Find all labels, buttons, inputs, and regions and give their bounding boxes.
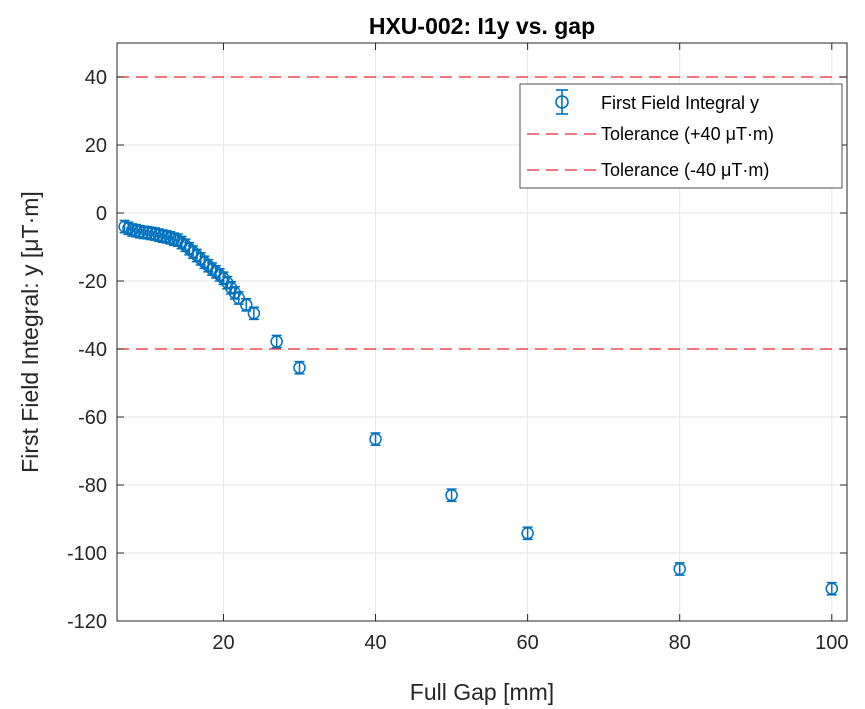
legend-item-series: First Field Integral y — [555, 89, 759, 115]
x-tick-label: 20 — [212, 632, 234, 654]
y-tick-label: -120 — [67, 611, 107, 633]
y-tick-label: 40 — [85, 67, 107, 89]
data-point — [445, 488, 458, 503]
data-point — [240, 297, 253, 312]
data-point — [673, 562, 686, 576]
data-point — [247, 306, 261, 321]
data-marker — [247, 307, 261, 320]
data-marker — [293, 361, 306, 374]
legend-marker-circle-icon — [555, 95, 569, 109]
y-tick-label: -80 — [78, 475, 107, 497]
data-points — [118, 219, 839, 596]
y-tick-label: 0 — [96, 203, 107, 225]
x-tick-label: 40 — [364, 632, 386, 654]
y-tick-label: -40 — [78, 339, 107, 361]
data-marker — [369, 432, 382, 446]
data-marker — [270, 335, 283, 348]
y-tick-label: -60 — [78, 407, 107, 429]
data-point — [293, 360, 306, 375]
legend: First Field Integral y Tolerance (+40 μT… — [519, 83, 843, 189]
x-axis-label: Full Gap [mm] — [410, 679, 554, 705]
legend-label-tolerance-plus: Tolerance (+40 μT·m) — [601, 124, 774, 144]
data-marker — [521, 527, 534, 540]
legend-label-series: First Field Integral y — [601, 93, 759, 113]
x-tick-label: 60 — [517, 632, 539, 654]
x-tick-label: 100 — [815, 632, 848, 654]
y-axis-label: First Field Integral: y [μT·m] — [17, 191, 43, 473]
tick-labels: 20 40 60 80 100 -120 -100 -80 -60 -40 -20 0 20 40 — [67, 67, 849, 654]
chart-title: HXU-002: I1y vs. gap — [369, 13, 595, 39]
legend-item-tolerance-plus: Tolerance (+40 μT·m) — [527, 124, 774, 144]
data-marker — [445, 488, 458, 502]
x-tick-label: 80 — [669, 632, 691, 654]
legend-box — [519, 83, 843, 189]
data-marker — [217, 272, 230, 285]
data-point — [232, 291, 245, 305]
data-point — [825, 581, 839, 596]
data-marker — [213, 268, 226, 282]
data-point — [521, 526, 534, 541]
data-marker — [673, 562, 686, 576]
data-marker — [825, 582, 839, 595]
plot-frame — [116, 42, 848, 622]
y-tick-label: 20 — [85, 135, 107, 157]
legend-item-tolerance-minus: Tolerance (-40 μT·m) — [527, 160, 769, 180]
data-point — [270, 334, 283, 349]
legend-label-tolerance-minus: Tolerance (-40 μT·m) — [601, 160, 769, 180]
data-marker — [240, 298, 253, 312]
y-tick-label: -100 — [67, 543, 107, 565]
y-tick-label: -20 — [78, 271, 107, 293]
tolerance-lines — [117, 76, 847, 350]
data-point — [369, 432, 382, 446]
axis-ticks — [117, 43, 847, 622]
